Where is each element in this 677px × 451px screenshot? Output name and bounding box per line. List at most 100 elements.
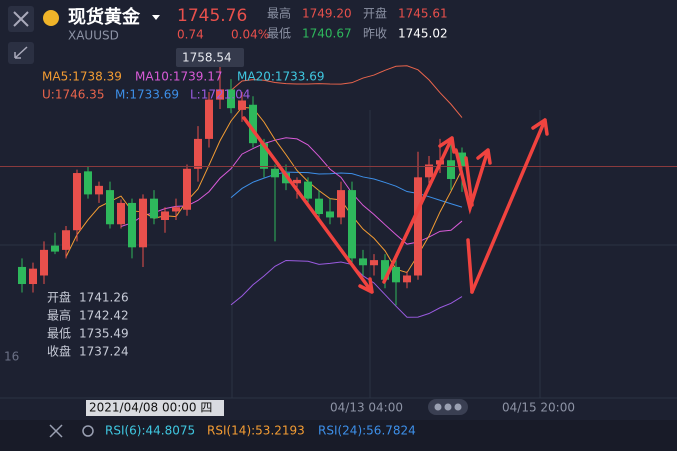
ma-label: MA5:1738.39 — [42, 70, 122, 84]
candle-body — [425, 164, 433, 178]
rsi-label: RSI(24):56.7824 — [318, 424, 416, 438]
arrow — [382, 136, 456, 284]
info-label: 收盘 — [47, 344, 71, 359]
info-label: 最低 — [47, 327, 71, 341]
stat-value: 1745.02 — [398, 27, 448, 41]
stat-value: 1745.61 — [398, 7, 448, 21]
candle-body — [348, 190, 356, 259]
max-label: 1758.54 — [182, 51, 232, 65]
candle-body — [392, 266, 400, 283]
dropdown-icon[interactable] — [152, 15, 160, 20]
pager-dot — [444, 403, 452, 411]
candle-body — [95, 185, 103, 195]
info-label: 最高 — [47, 308, 71, 323]
candle-body — [29, 268, 37, 285]
ma-label: MA20:1733.69 — [237, 70, 325, 84]
info-value: 1741.26 — [79, 291, 129, 305]
candle-body — [370, 260, 378, 266]
candle-body — [205, 99, 213, 139]
candle-body — [51, 245, 59, 252]
candle-body — [359, 258, 367, 266]
candle-body — [414, 177, 422, 276]
boll-label: M:1733.69 — [115, 88, 179, 102]
pager-dot — [434, 403, 442, 411]
price: 1745.76 — [177, 6, 247, 26]
ma-label: MA10:1739.17 — [135, 70, 223, 84]
arrow — [466, 238, 474, 294]
candle-body — [106, 190, 114, 225]
indicator-bar — [0, 420, 677, 451]
max-tag — [176, 48, 244, 67]
boll-label: U:1746.35 — [42, 88, 104, 102]
instrument-name: 现货黄金 — [68, 6, 141, 28]
change-pct: 0.04% — [231, 28, 269, 42]
rsi-label: RSI(14):53.2193 — [207, 424, 305, 438]
expand-icon — [14, 46, 28, 59]
candle-body — [161, 211, 169, 220]
boll-upper — [230, 65, 463, 118]
arrow — [470, 118, 549, 294]
arrow — [454, 148, 492, 215]
candle-body — [403, 275, 411, 283]
info-value: 1737.24 — [79, 345, 129, 359]
candle-body — [227, 89, 235, 109]
gold-icon — [43, 10, 59, 26]
candle-body — [315, 198, 323, 215]
candle-body — [117, 202, 125, 225]
plot: 1758.54 — [0, 48, 677, 318]
candle-body — [238, 100, 246, 110]
candle-body — [18, 266, 26, 285]
info-value: 1742.42 — [79, 309, 129, 323]
close-indicator[interactable] — [49, 424, 63, 438]
info-value: 1735.49 — [79, 327, 129, 341]
date-tag — [86, 400, 224, 416]
stat-value: 1749.20 — [302, 7, 352, 21]
symbol: XAUUSD — [68, 29, 119, 43]
candle-body — [172, 207, 180, 212]
boll-label: L:1721.04 — [190, 88, 250, 102]
change: 0.74 — [177, 28, 204, 42]
pager-dot — [454, 403, 462, 411]
axis-fragment: 16 — [4, 350, 19, 364]
candle-body — [282, 173, 290, 184]
candle-body — [458, 152, 466, 167]
candle-body — [260, 143, 268, 169]
candle-body — [84, 171, 92, 195]
candle-body — [40, 249, 48, 276]
stat-label: 最低 — [267, 27, 291, 41]
candle-body — [271, 168, 279, 178]
candle-body — [381, 260, 389, 280]
boll-lower — [230, 259, 463, 318]
stat-value: 1740.67 — [302, 27, 352, 41]
close-icon — [13, 11, 29, 27]
candle-body — [150, 198, 158, 219]
ma-line — [120, 137, 463, 245]
candle-body — [139, 198, 147, 248]
candle-body — [337, 190, 345, 218]
candle-body — [62, 230, 70, 250]
settings-icon[interactable] — [82, 425, 94, 437]
candle-body — [128, 202, 136, 248]
stat-label: 最高 — [267, 6, 291, 21]
candle-body — [194, 138, 202, 169]
crosshair-date: 2021/04/08 00:00 四 — [89, 401, 212, 415]
candle-body — [447, 160, 455, 180]
stat-label: 开盘 — [363, 6, 387, 21]
arrow — [242, 116, 374, 294]
candle-body — [73, 173, 81, 231]
stat-label: 昨收 — [363, 27, 387, 41]
x-label: 04/13 04:00 — [330, 401, 403, 415]
info-label: 开盘 — [47, 290, 71, 305]
candle-body — [249, 104, 257, 144]
arrow — [464, 156, 474, 207]
candle-body — [304, 181, 312, 199]
candle-body — [326, 211, 334, 218]
x-label: 04/15 20:00 — [502, 401, 575, 415]
annotations — [242, 116, 549, 294]
candle-body — [293, 179, 301, 184]
candle-body — [183, 168, 191, 210]
candle-body — [216, 89, 224, 100]
rsi-label: RSI(6):44.8075 — [105, 424, 195, 438]
